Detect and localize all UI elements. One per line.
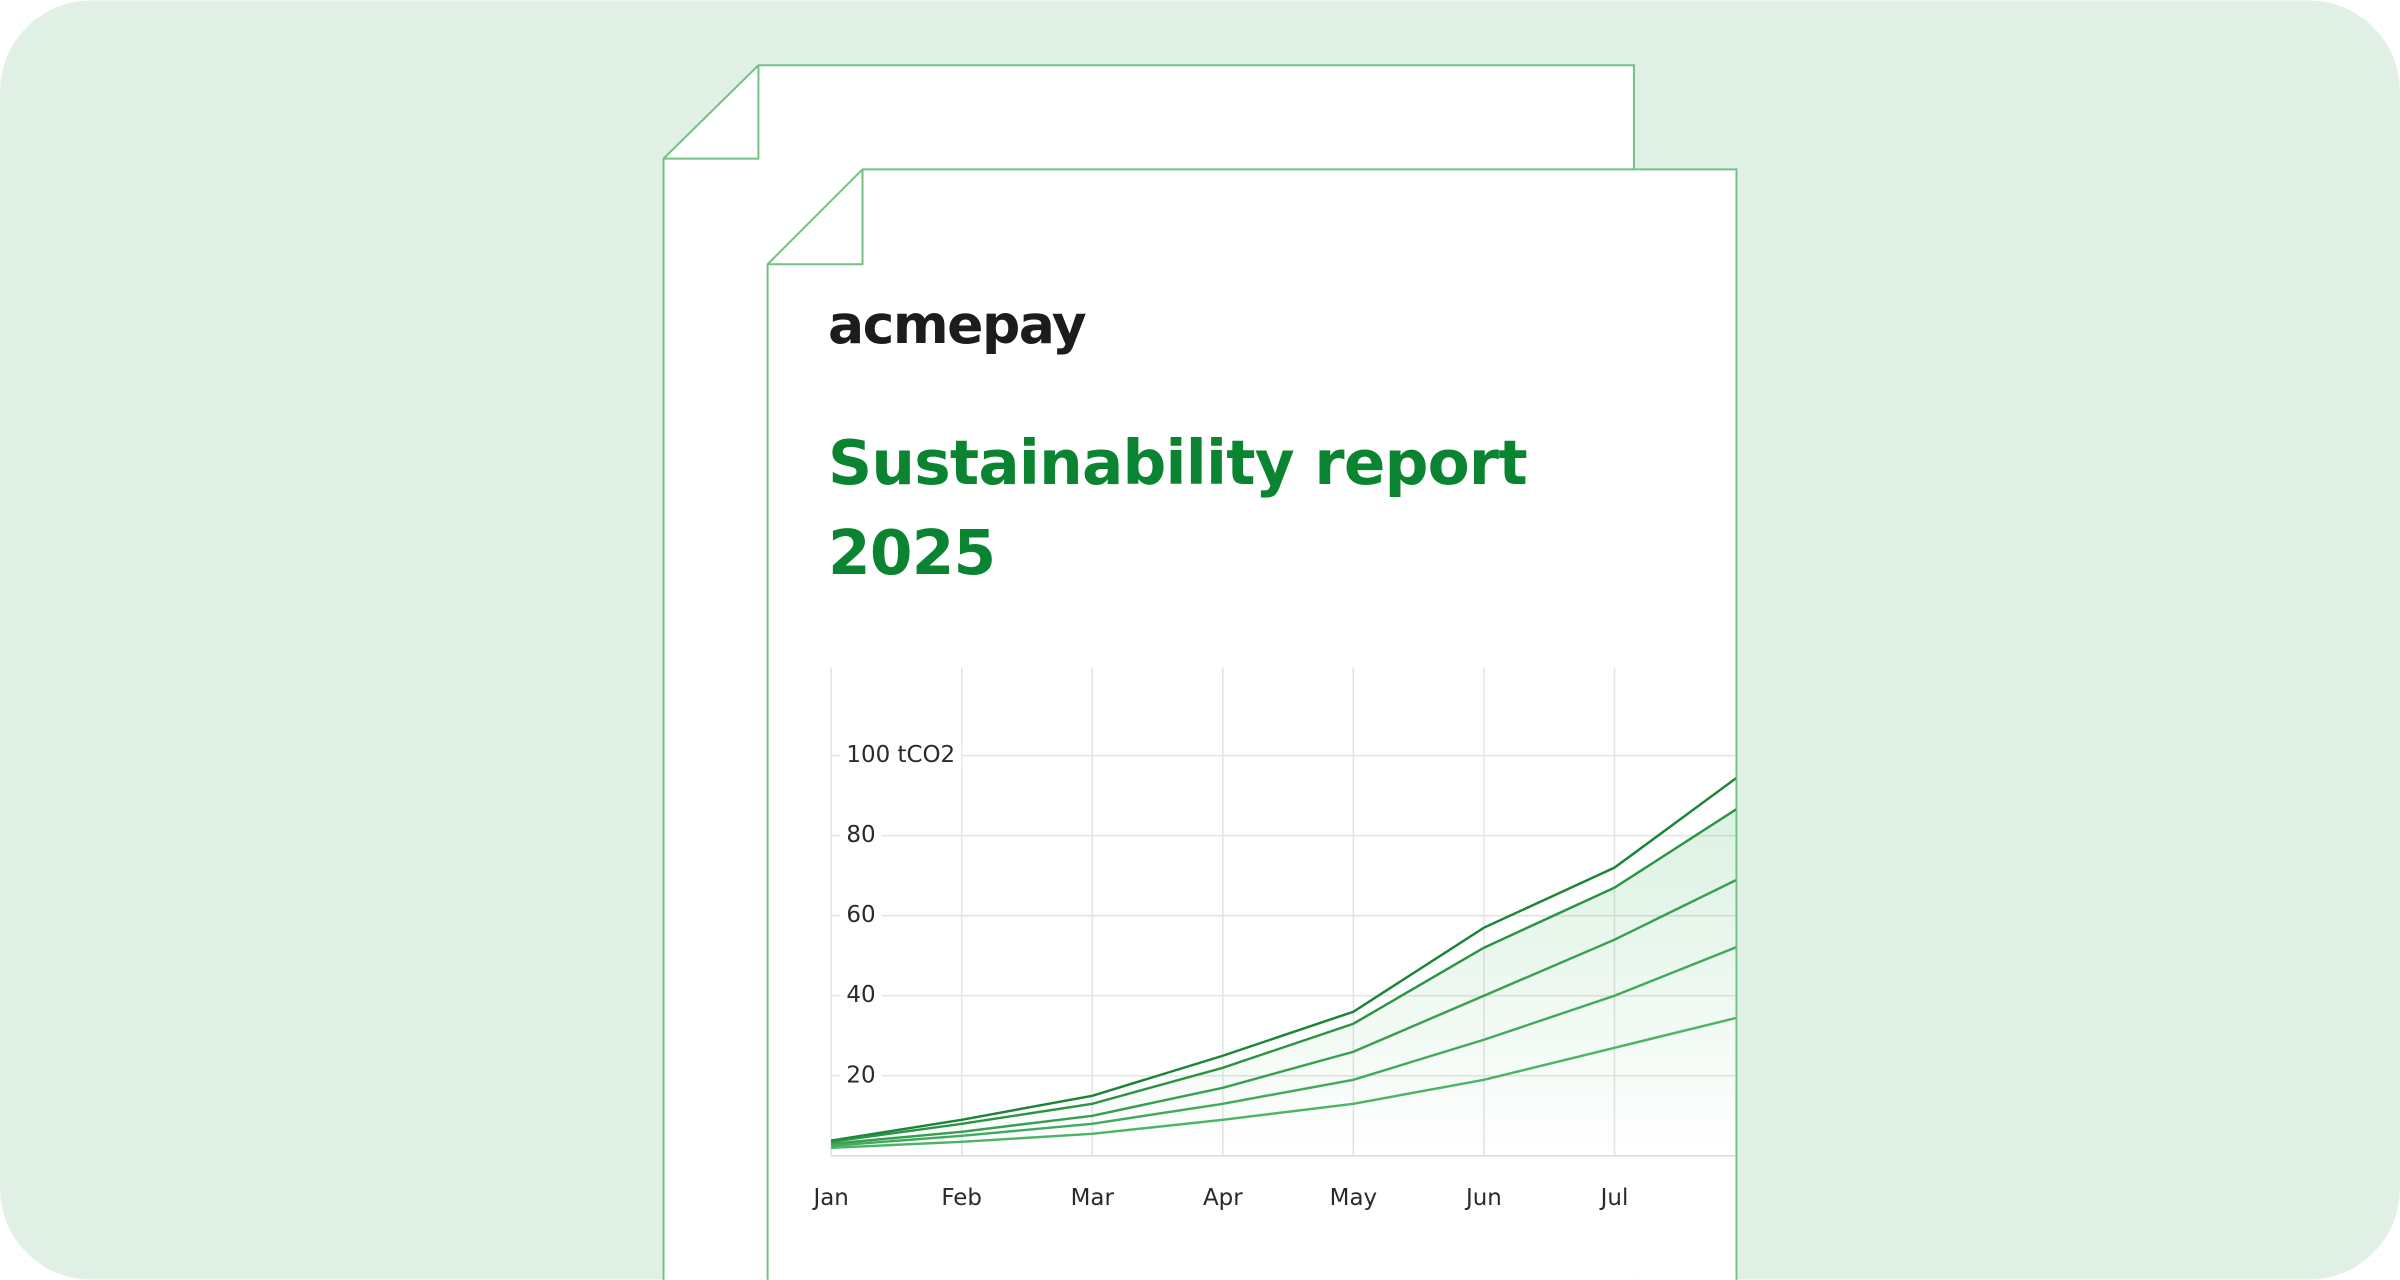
- label-background: [840, 740, 962, 770]
- label-background: [840, 980, 882, 1010]
- label-background: [840, 900, 882, 930]
- x-tick-label: Jul: [1599, 1185, 1629, 1211]
- y-tick-label: 80: [846, 822, 875, 848]
- page-fold: [663, 65, 760, 160]
- plot-area: [830, 667, 1736, 1157]
- x-tick-label: May: [1330, 1185, 1377, 1211]
- logo: acmepay: [828, 293, 1086, 356]
- y-tick-label: 100 tCO2: [846, 742, 955, 768]
- line: [830, 802, 1736, 1144]
- line: [830, 770, 1736, 1142]
- chart: Jan Feb Mar Apr May Jun Jul 100 tCO2 80 60 40 20: [811, 667, 1736, 1211]
- label-background: [840, 820, 882, 850]
- x-tick-label: Apr: [1203, 1185, 1243, 1211]
- line: [831, 1014, 1736, 1150]
- x-tick-label: Mar: [1071, 1185, 1115, 1211]
- report-title: 2025: [828, 518, 995, 589]
- y-tick-label: 60: [846, 902, 875, 928]
- report-title: Sustainability report: [828, 428, 1527, 499]
- line: [831, 874, 1736, 1146]
- line: [831, 942, 1736, 1148]
- y-tick-label: 20: [846, 1062, 875, 1088]
- x-tick-label: Feb: [941, 1185, 982, 1211]
- label-background: [840, 1060, 882, 1090]
- page-fold: [767, 169, 864, 266]
- x-tick-label: Jun: [1464, 1185, 1502, 1211]
- area: [831, 803, 1736, 1156]
- y-tick-label: 40: [846, 982, 875, 1008]
- x-tick-label: Jan: [811, 1185, 848, 1211]
